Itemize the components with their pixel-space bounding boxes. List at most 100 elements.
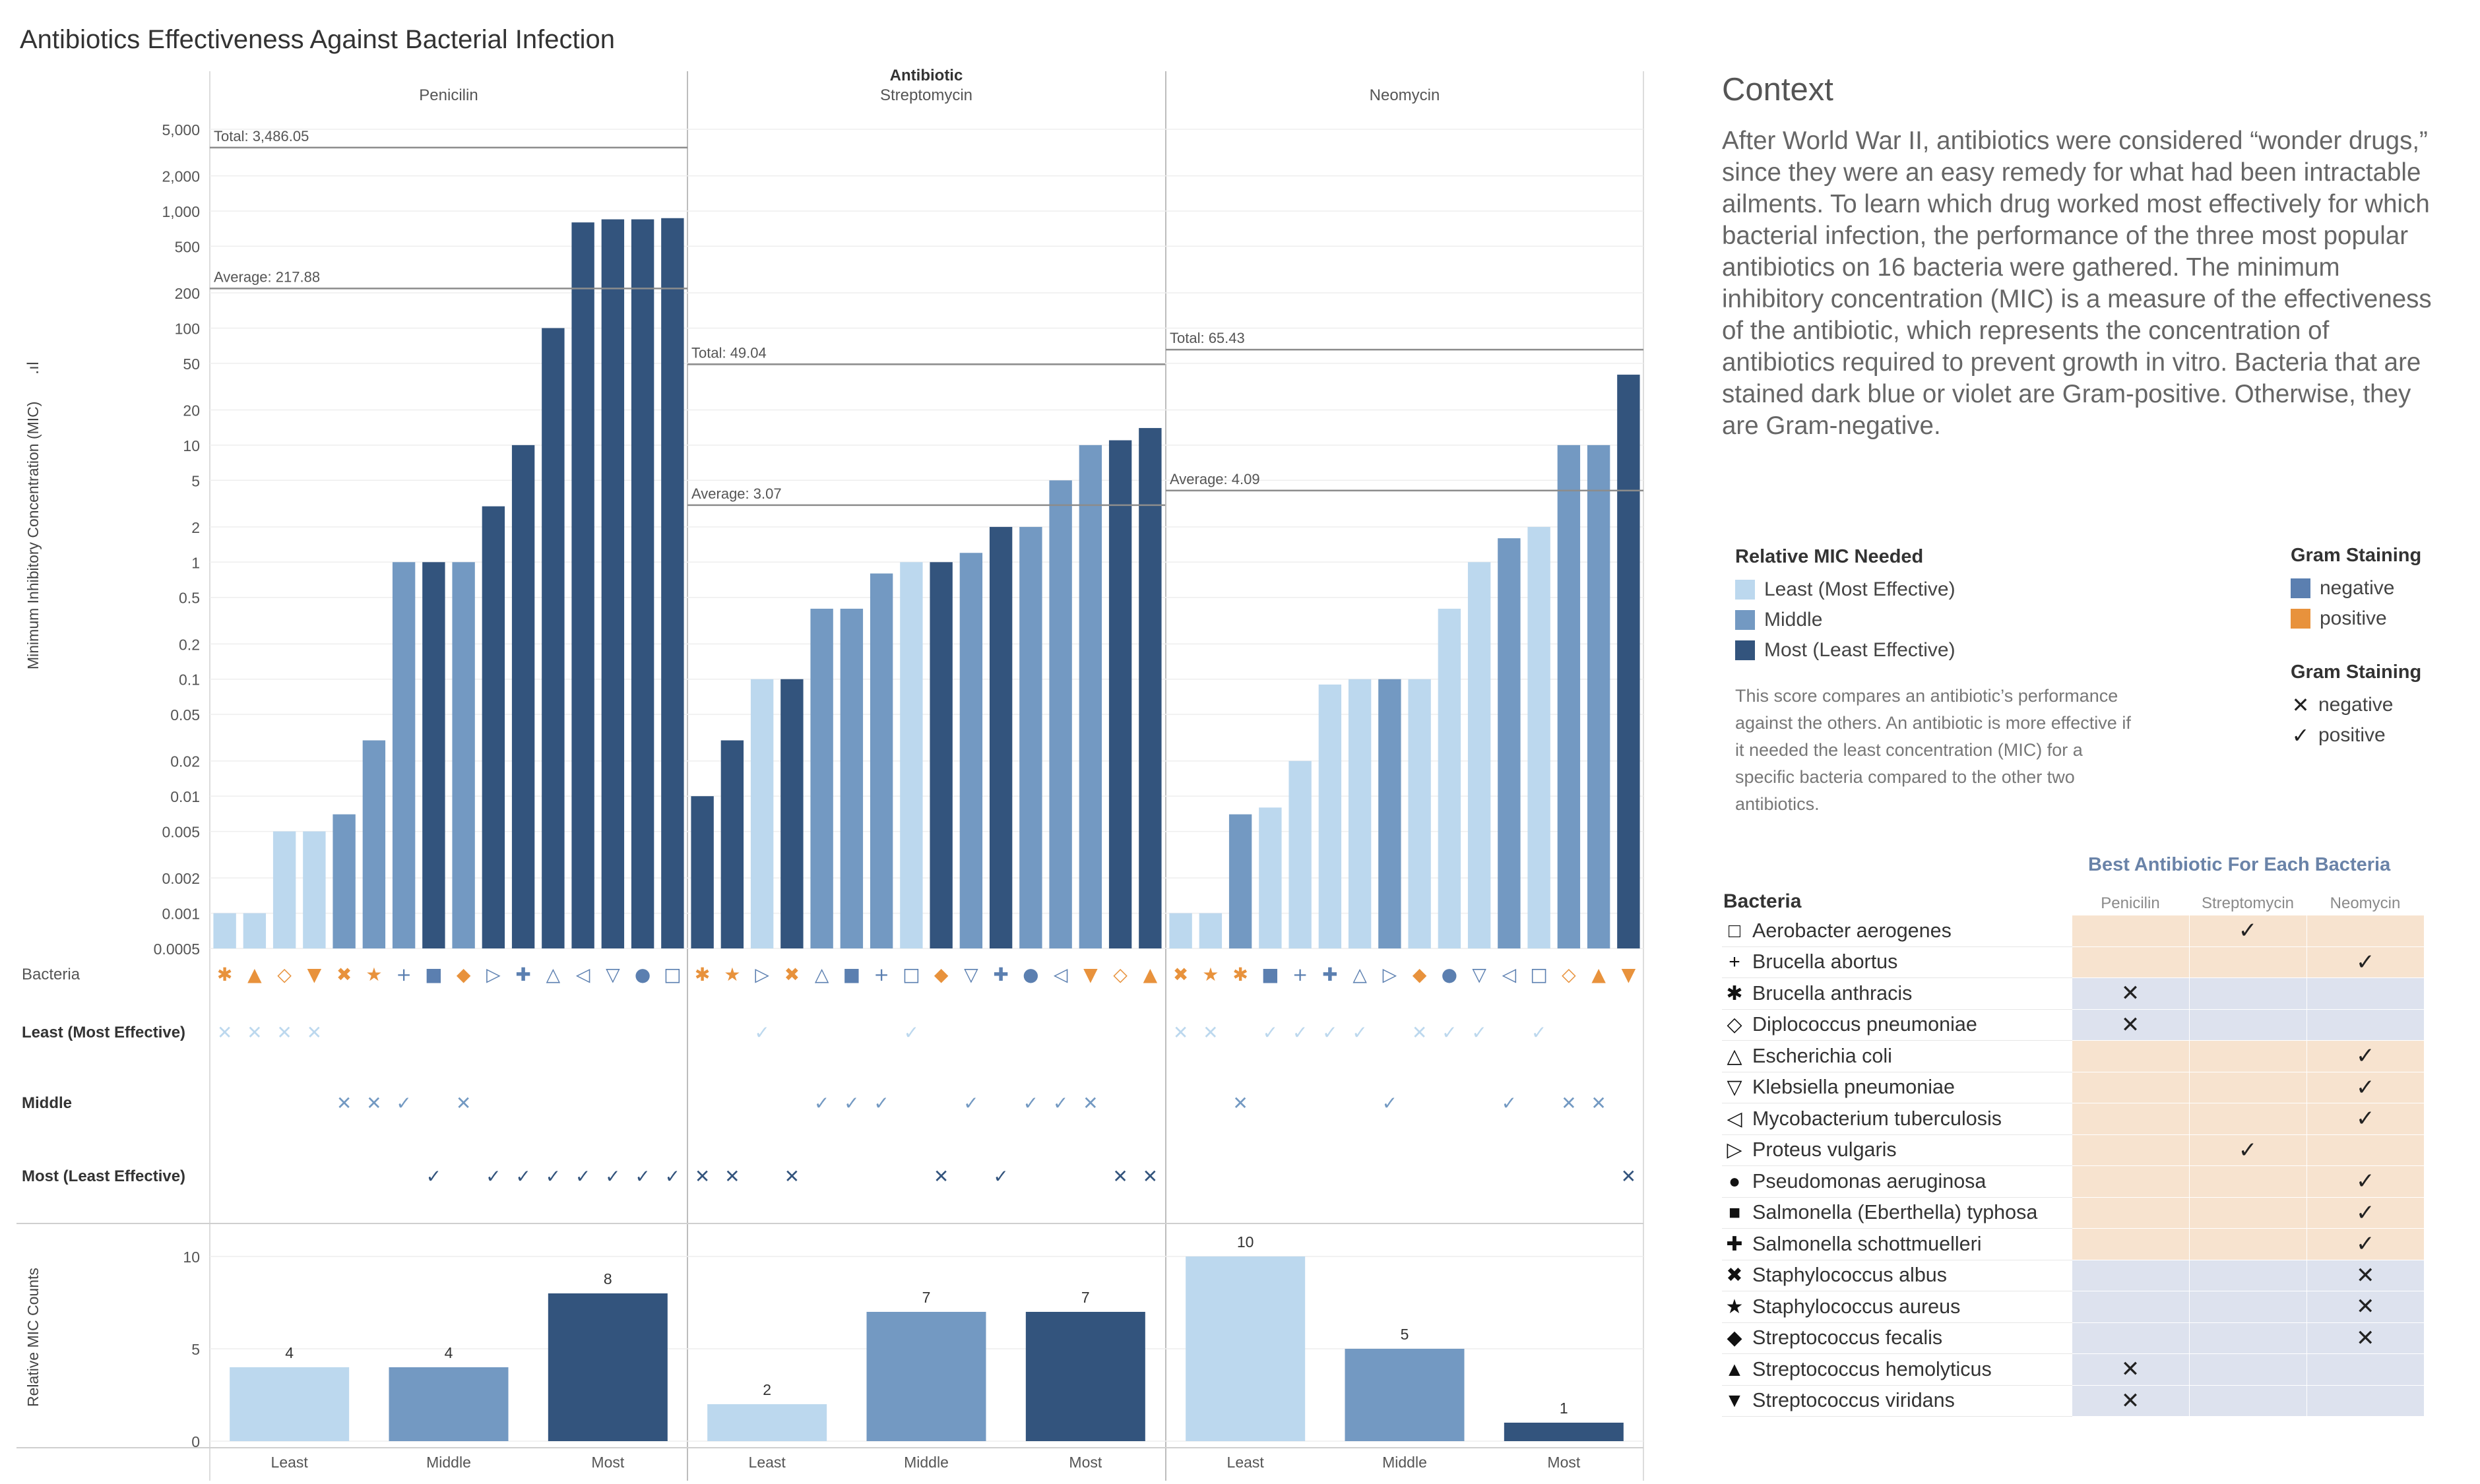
x-mark-icon: ✕	[307, 1022, 322, 1043]
table-row[interactable]: ▼ Streptococcus viridans ✕	[1722, 1385, 2424, 1417]
check-mark-icon: ✓	[665, 1165, 680, 1187]
table-row[interactable]: ★ Staphylococcus aureus ✕	[1722, 1291, 2424, 1323]
x-mark-icon: ✕	[2356, 1294, 2375, 1320]
bacteria-symbol-icon: ✚	[1726, 1233, 1743, 1255]
row-label: Most (Least Effective)	[22, 1167, 185, 1185]
best-antibiotic-cell	[2071, 1228, 2189, 1260]
count-bar	[1345, 1349, 1465, 1441]
x-mark-icon: ✕	[1083, 1092, 1098, 1114]
mic-bar	[1527, 526, 1550, 948]
count-bar	[389, 1367, 509, 1441]
y-tick-label: 50	[183, 356, 200, 373]
table-row[interactable]: □ Aerobacter aerogenes ✓	[1722, 915, 2424, 947]
x-tick-label: Middle	[904, 1454, 949, 1471]
bacteria-symbol-icon: ●	[1728, 1170, 1741, 1192]
bacteria-symbol-icon: ●	[1442, 964, 1457, 985]
header-title: Antibiotic	[890, 67, 963, 84]
legend-item-positive-color[interactable]: positive	[2291, 603, 2469, 634]
mic-bar	[1079, 445, 1102, 948]
bacteria-symbol-icon: ▷	[1383, 964, 1397, 985]
legend-item-middle[interactable]: Middle	[1735, 605, 2184, 635]
table-row[interactable]: + Brucella abortus ✓	[1722, 946, 2424, 978]
mic-bar	[691, 796, 714, 948]
count-bar	[707, 1404, 827, 1441]
legend-item-negative-mark[interactable]: ✕ negative	[2291, 690, 2469, 720]
table-row[interactable]: ▷ Proteus vulgaris ✓	[1722, 1134, 2424, 1166]
bacteria-name: Diplococcus pneumoniae	[1752, 1013, 1977, 1036]
check-mark-icon: ✓	[1263, 1022, 1278, 1043]
best-antibiotic-cell	[2071, 1072, 2189, 1103]
mic-bar	[930, 562, 953, 948]
bacteria-symbol-icon: ★	[724, 964, 740, 985]
check-mark-icon: ✓	[546, 1165, 561, 1187]
check-mark-icon: ✓	[1053, 1092, 1068, 1114]
bacteria-symbol-icon: ●	[635, 964, 651, 985]
mic-bar	[1617, 375, 1640, 948]
table-row[interactable]: ◇ Diplococcus pneumoniae ✕	[1722, 1009, 2424, 1041]
x-tick-label: Middle	[426, 1454, 471, 1471]
y-tick-label: 0.001	[162, 906, 200, 923]
bacteria-symbol-icon: ▲	[247, 964, 262, 985]
table-row[interactable]: ✖ Staphylococcus albus ✕	[1722, 1260, 2424, 1291]
best-antibiotic-cell	[2306, 1353, 2424, 1386]
table-row[interactable]: ◆ Streptococcus fecalis ✕	[1722, 1322, 2424, 1354]
table-row[interactable]: ✱ Brucella anthracis ✕	[1722, 977, 2424, 1010]
middle-swatch	[1735, 610, 1755, 630]
mic-bar	[392, 562, 416, 948]
bacteria-symbol-icon: +	[1292, 964, 1308, 985]
y-tick-label: 0	[191, 1433, 200, 1450]
table-row[interactable]: ✚ Salmonella schottmuelleri ✓	[1722, 1228, 2424, 1260]
count-data-label: 8	[604, 1270, 612, 1287]
bacteria-symbol-icon: □	[903, 964, 920, 985]
legend-item-most[interactable]: Most (Least Effective)	[1735, 635, 2184, 665]
count-data-label: 4	[445, 1344, 453, 1361]
legend-item-least[interactable]: Least (Most Effective)	[1735, 574, 2184, 605]
y-tick-label: 5	[191, 1341, 200, 1358]
legend-item-positive-mark[interactable]: ✓ positive	[2291, 720, 2469, 751]
best-antibiotic-cell: ✓	[2306, 1228, 2424, 1260]
check-mark-icon: ✓	[396, 1092, 411, 1114]
gram-staining-legend: Gram Staining negative positive Gram Sta…	[2291, 545, 2469, 751]
best-antibiotic-cell: ✓	[2306, 1165, 2424, 1198]
bacteria-name-cell: ▽ Klebsiella pneumoniae	[1722, 1072, 2072, 1103]
x-tick-label: Most	[1069, 1454, 1102, 1471]
bacteria-name: Proteus vulgaris	[1752, 1138, 1897, 1161]
x-mark-icon: ✕	[784, 1165, 800, 1187]
bacteria-symbol-icon: △	[815, 964, 829, 985]
table-row[interactable]: △ Escherichia coli ✓	[1722, 1040, 2424, 1072]
mic-bar	[601, 219, 625, 949]
bacteria-symbol-icon: ▽	[1472, 964, 1486, 985]
table-header-row: Bacteria Penicilin Streptomycin Neomycin	[1722, 884, 2424, 915]
bacteria-symbol-icon: ◆	[1727, 1327, 1742, 1349]
bacteria-name-cell: ▲ Streptococcus hemolyticus	[1722, 1353, 2072, 1386]
x-mark-icon: ✕	[247, 1022, 262, 1043]
bacteria-name-cell: + Brucella abortus	[1722, 946, 2072, 978]
total-label: Total: 65.43	[1170, 330, 1245, 346]
panel-title: Neomycin	[1370, 86, 1440, 104]
x-mark-icon: ✕	[934, 1165, 949, 1187]
x-mark-icon: ✕	[1412, 1022, 1427, 1043]
mic-bar	[1318, 684, 1342, 948]
best-antibiotic-cell: ✓	[2188, 915, 2306, 947]
table-row[interactable]: ● Pseudomonas aeruginosa ✓	[1722, 1165, 2424, 1198]
y-tick-label: 0.0005	[154, 941, 200, 958]
count-bar	[548, 1293, 668, 1441]
relative-mic-legend: Relative MIC Needed Least (Most Effectiv…	[1735, 546, 2184, 818]
legend-item-negative-color[interactable]: negative	[2291, 573, 2469, 603]
mic-bar	[1228, 814, 1252, 948]
bacteria-symbol-icon: ▲	[1591, 964, 1606, 985]
check-mark-icon: ✓	[2238, 1137, 2258, 1163]
mic-bar	[333, 814, 356, 948]
table-row[interactable]: ▽ Klebsiella pneumoniae ✓	[1722, 1072, 2424, 1103]
best-antibiotic-cell: ✕	[2071, 1385, 2189, 1417]
best-antibiotic-cell	[2188, 1322, 2306, 1354]
table-row[interactable]: ▲ Streptococcus hemolyticus ✕	[1722, 1353, 2424, 1386]
bacteria-name: Salmonella schottmuelleri	[1752, 1232, 1982, 1255]
table-row[interactable]: ◁ Mycobacterium tuberculosis ✓	[1722, 1103, 2424, 1135]
check-mark-icon: ✓	[2356, 1074, 2375, 1100]
table-row[interactable]: ■ Salmonella (Eberthella) typhosa ✓	[1722, 1197, 2424, 1229]
best-antibiotic-cell	[2188, 1385, 2306, 1417]
count-bar	[1025, 1312, 1145, 1441]
x-mark-icon: ✕	[724, 1165, 740, 1187]
bacteria-symbol-icon: ■	[1261, 964, 1279, 985]
